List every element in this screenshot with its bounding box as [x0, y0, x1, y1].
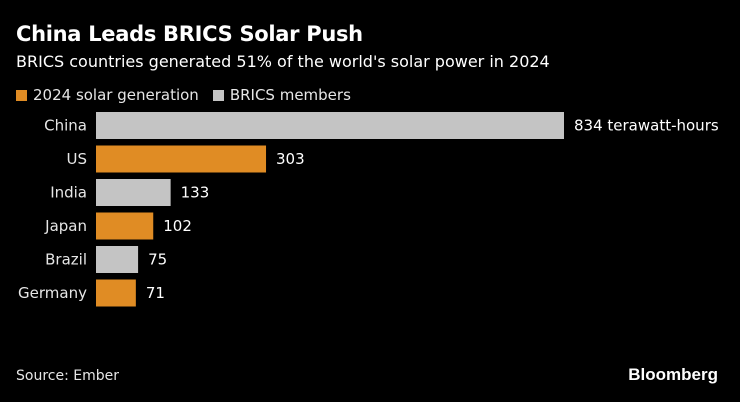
legend-label: 2024 solar generation	[33, 86, 199, 104]
bar-india	[96, 179, 171, 206]
bar-japan	[96, 212, 154, 240]
category-label: India	[50, 184, 87, 202]
data-label: 102	[163, 217, 192, 235]
legend-label: BRICS members	[229, 86, 351, 104]
legend-swatch-gray	[212, 89, 224, 101]
category-label: Japan	[44, 217, 87, 235]
data-label: 303	[276, 150, 305, 168]
data-label: 133	[181, 184, 210, 202]
category-label: Germany	[18, 284, 87, 302]
source-note: Source: Ember	[16, 368, 119, 384]
chart-title: China Leads BRICS Solar Push	[16, 22, 363, 46]
bar-brazil	[96, 246, 139, 273]
bar-china	[96, 112, 564, 139]
category-label: China	[44, 117, 87, 135]
data-label: 71	[146, 284, 165, 302]
legend-item-generation: 2024 solar generation	[16, 86, 199, 104]
category-label: Brazil	[45, 251, 87, 269]
bloomberg-logo: Bloomberg	[628, 365, 718, 384]
data-label: 75	[148, 251, 167, 269]
bar-germany	[96, 279, 136, 307]
category-label: US	[66, 150, 87, 168]
data-label: 834 terawatt-hours	[574, 117, 719, 135]
legend-item-brics: BRICS members	[212, 86, 351, 104]
legend-swatch-orange	[16, 89, 27, 101]
bar-us	[96, 145, 267, 173]
legend: 2024 solar generation BRICS members	[16, 86, 351, 104]
chart-subtitle: BRICS countries generated 51% of the wor…	[16, 52, 550, 71]
